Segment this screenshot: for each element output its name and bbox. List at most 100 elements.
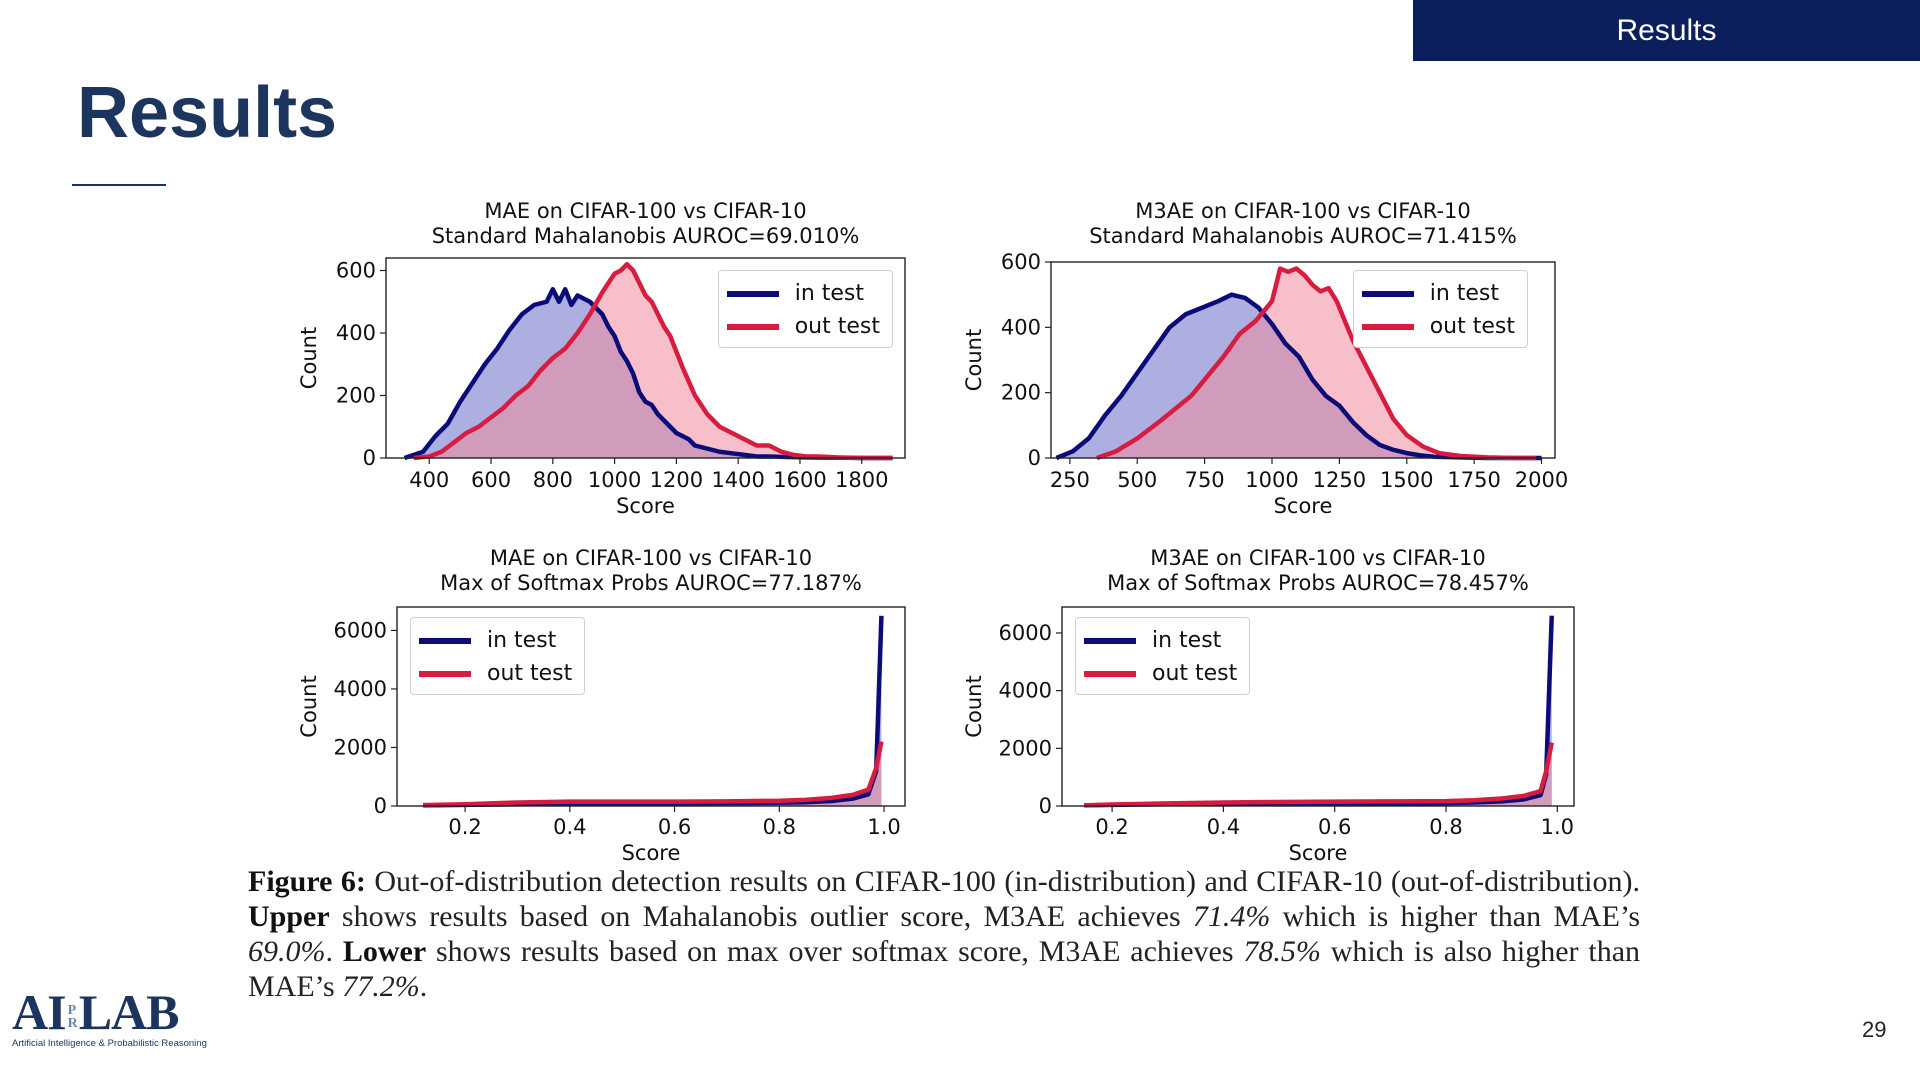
chart-title-line-1: M3AE on CIFAR-100 vs CIFAR-10: [1150, 547, 1486, 570]
x-tick-label: 1250: [1313, 468, 1366, 492]
legend-label: in test: [1152, 628, 1222, 653]
caption-text-6: which is also higher than MAE’s: [248, 935, 1641, 1003]
logo-ai: AI: [12, 984, 67, 1040]
legend-swatch: [726, 323, 779, 330]
x-tick-label: 1800: [835, 468, 888, 492]
y-tick-label: 0: [363, 446, 376, 470]
series-line-out-test: [1096, 266, 1537, 461]
plot-frame: [1061, 606, 1575, 807]
legend-entry: out test: [726, 310, 880, 343]
y-tick-label: 2000: [334, 735, 387, 759]
legend-swatch: [419, 637, 471, 644]
x-tick-label: 0.4: [1207, 815, 1240, 839]
legend-swatch: [1361, 323, 1414, 330]
caption-upper: Upper: [248, 900, 330, 933]
series-line-out-test: [1084, 742, 1554, 808]
chart-title-line-1: MAE on CIFAR-100 vs CIFAR-10: [484, 200, 806, 223]
legend-label: out test: [1152, 661, 1238, 686]
x-tick-label: 2000: [1515, 468, 1568, 492]
caption-text-7: .: [419, 970, 428, 1003]
y-axis-label: Count: [297, 327, 321, 389]
legend-swatch: [1361, 290, 1414, 297]
x-tick-label: 0.4: [553, 815, 586, 839]
y-tick-label: 400: [336, 321, 376, 345]
series-line-out-test: [423, 741, 884, 808]
x-axis-label: Score: [1289, 841, 1348, 865]
legend-label: out test: [794, 314, 880, 339]
legend-label: out test: [1429, 314, 1515, 339]
y-tick-label: 0: [1028, 446, 1041, 470]
legend-swatch: [419, 670, 471, 677]
x-tick-label: 1.0: [1541, 815, 1574, 839]
y-tick-label: 6000: [999, 621, 1052, 645]
x-tick-label: 1750: [1447, 468, 1500, 492]
logo-subtitle: Artificial Intelligence & Probabilistic …: [12, 1038, 207, 1049]
caption-m3ae-upper: 71.4%: [1192, 900, 1271, 933]
legend-label: in test: [794, 281, 865, 306]
legend-entry: out test: [1084, 657, 1237, 690]
chart-legend: in test out test: [1075, 617, 1251, 695]
legend-entry: in test: [1361, 277, 1515, 310]
x-tick-label: 0.2: [448, 815, 481, 839]
y-axis-label: Count: [962, 329, 986, 391]
chart-title-line-1: MAE on CIFAR-100 vs CIFAR-10: [490, 547, 812, 570]
y-tick-label: 400: [1001, 315, 1041, 339]
section-tab: Results: [1413, 0, 1920, 61]
chart-mae-mahalanobis: MAE on CIFAR-100 vs CIFAR-10 Standard Mah…: [290, 200, 930, 528]
y-tick-label: 0: [374, 794, 387, 818]
caption-label: Figure 6:: [248, 865, 366, 898]
legend-entry: out test: [1361, 310, 1515, 343]
x-tick-label: 250: [1050, 468, 1090, 492]
chart-title-line-2: Max of Softmax Probs AUROC=77.187%: [440, 571, 862, 595]
plot-frame: [385, 257, 906, 459]
x-tick-label: 0.6: [658, 815, 691, 839]
series-line-out-test: [413, 262, 893, 461]
y-tick-label: 200: [1001, 381, 1041, 405]
logo-p: P: [67, 1003, 77, 1018]
series-area-out-test: [1096, 268, 1537, 458]
caption-text-3: which is higher than MAE’s: [1270, 900, 1641, 933]
series-area-out-test: [1084, 742, 1552, 806]
legend-entry: out test: [419, 657, 572, 690]
plot-frame: [1050, 261, 1556, 459]
y-axis-label: Count: [297, 675, 321, 737]
title-underline: [72, 184, 166, 186]
y-tick-label: 0: [1039, 794, 1052, 818]
x-tick-label: 500: [1117, 468, 1157, 492]
y-tick-label: 6000: [334, 618, 387, 642]
legend-swatch: [1084, 637, 1136, 644]
page-number: 29: [1862, 1017, 1887, 1042]
x-tick-label: 400: [409, 468, 449, 492]
x-tick-label: 1000: [588, 468, 641, 492]
logo-lab: LAB: [78, 984, 180, 1040]
chart-title-line-1: M3AE on CIFAR-100 vs CIFAR-10: [1135, 200, 1471, 223]
series-area-out-test: [423, 741, 882, 806]
x-tick-label: 0.6: [1318, 815, 1351, 839]
x-axis-label: Score: [622, 841, 681, 865]
y-tick-label: 600: [1001, 250, 1041, 274]
x-tick-label: 1.0: [867, 815, 900, 839]
legend-entry: in test: [726, 277, 880, 310]
chart-legend: in test out test: [717, 270, 893, 348]
logo-r: R: [67, 1016, 78, 1031]
x-axis-label: Score: [616, 494, 675, 518]
caption-text-5: shows results based on max over softmax …: [426, 935, 1244, 968]
x-axis-label: Score: [1274, 494, 1333, 518]
x-tick-label: 800: [533, 468, 573, 492]
chart-legend: in test out test: [410, 617, 586, 695]
y-tick-label: 4000: [999, 679, 1052, 703]
plot-frame: [396, 606, 906, 807]
x-tick-label: 0.8: [1429, 815, 1462, 839]
x-tick-label: 1400: [711, 468, 764, 492]
series-line-in-test: [403, 287, 893, 461]
x-tick-label: 1500: [1380, 468, 1433, 492]
caption-text-4: .: [325, 935, 343, 968]
x-tick-label: 750: [1185, 468, 1225, 492]
y-tick-label: 4000: [334, 677, 387, 701]
chart-m3ae-mahalanobis: M3AE on CIFAR-100 vs CIFAR-10 Standard Ma…: [955, 200, 1595, 528]
